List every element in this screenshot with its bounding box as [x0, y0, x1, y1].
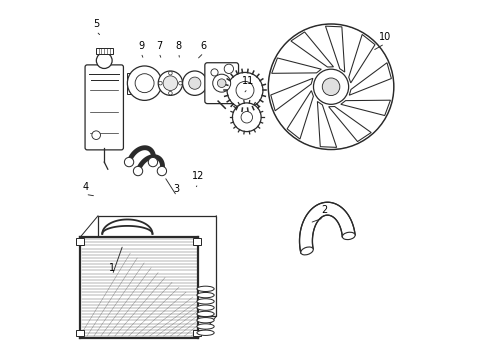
- Polygon shape: [325, 26, 345, 72]
- Bar: [193, 329, 201, 336]
- Circle shape: [92, 131, 100, 139]
- Circle shape: [135, 74, 154, 93]
- Ellipse shape: [197, 305, 214, 310]
- Text: 5: 5: [93, 19, 99, 29]
- Circle shape: [158, 71, 183, 95]
- Ellipse shape: [197, 299, 214, 304]
- Bar: [96, 48, 113, 54]
- Polygon shape: [287, 91, 314, 139]
- Circle shape: [169, 71, 172, 75]
- Polygon shape: [271, 78, 313, 111]
- Circle shape: [322, 78, 340, 95]
- Text: 9: 9: [138, 41, 144, 50]
- Polygon shape: [80, 237, 198, 338]
- Circle shape: [183, 71, 207, 95]
- Polygon shape: [318, 102, 337, 147]
- Circle shape: [179, 81, 182, 85]
- Polygon shape: [349, 63, 392, 95]
- Ellipse shape: [343, 232, 355, 240]
- Text: 6: 6: [201, 41, 207, 50]
- Text: 1: 1: [109, 263, 115, 273]
- Ellipse shape: [197, 292, 214, 298]
- Text: 12: 12: [192, 171, 204, 181]
- Circle shape: [133, 166, 143, 176]
- Circle shape: [269, 24, 394, 149]
- Ellipse shape: [197, 324, 214, 329]
- Text: 3: 3: [174, 184, 180, 194]
- Circle shape: [227, 72, 263, 108]
- Text: 10: 10: [379, 32, 391, 41]
- FancyBboxPatch shape: [85, 65, 123, 150]
- Circle shape: [241, 112, 252, 123]
- Circle shape: [127, 66, 162, 100]
- Polygon shape: [127, 73, 140, 94]
- Polygon shape: [329, 107, 371, 141]
- Circle shape: [211, 69, 218, 76]
- Circle shape: [97, 53, 112, 68]
- Bar: [193, 238, 201, 244]
- Polygon shape: [271, 58, 321, 73]
- FancyBboxPatch shape: [205, 63, 239, 104]
- Circle shape: [189, 77, 201, 89]
- Text: 8: 8: [175, 41, 182, 50]
- Text: 11: 11: [242, 76, 254, 86]
- Circle shape: [213, 74, 231, 92]
- Bar: [76, 329, 84, 336]
- Text: 4: 4: [82, 182, 89, 192]
- Polygon shape: [98, 216, 216, 316]
- Circle shape: [232, 103, 261, 132]
- Ellipse shape: [197, 286, 214, 292]
- Text: 2: 2: [321, 206, 327, 216]
- Circle shape: [159, 81, 162, 85]
- Circle shape: [124, 157, 134, 167]
- Circle shape: [224, 64, 234, 73]
- Ellipse shape: [197, 330, 214, 336]
- Circle shape: [169, 91, 172, 95]
- Circle shape: [236, 81, 254, 99]
- Circle shape: [148, 157, 158, 167]
- Circle shape: [218, 79, 226, 87]
- Ellipse shape: [197, 318, 214, 323]
- Polygon shape: [341, 100, 391, 116]
- Circle shape: [314, 69, 349, 104]
- Bar: [76, 238, 84, 244]
- Circle shape: [163, 76, 178, 90]
- Polygon shape: [291, 32, 334, 67]
- Circle shape: [157, 166, 167, 176]
- Polygon shape: [349, 35, 375, 83]
- Ellipse shape: [197, 311, 214, 316]
- Text: 7: 7: [156, 41, 162, 50]
- Polygon shape: [299, 202, 355, 253]
- Ellipse shape: [301, 247, 313, 255]
- Circle shape: [270, 25, 392, 148]
